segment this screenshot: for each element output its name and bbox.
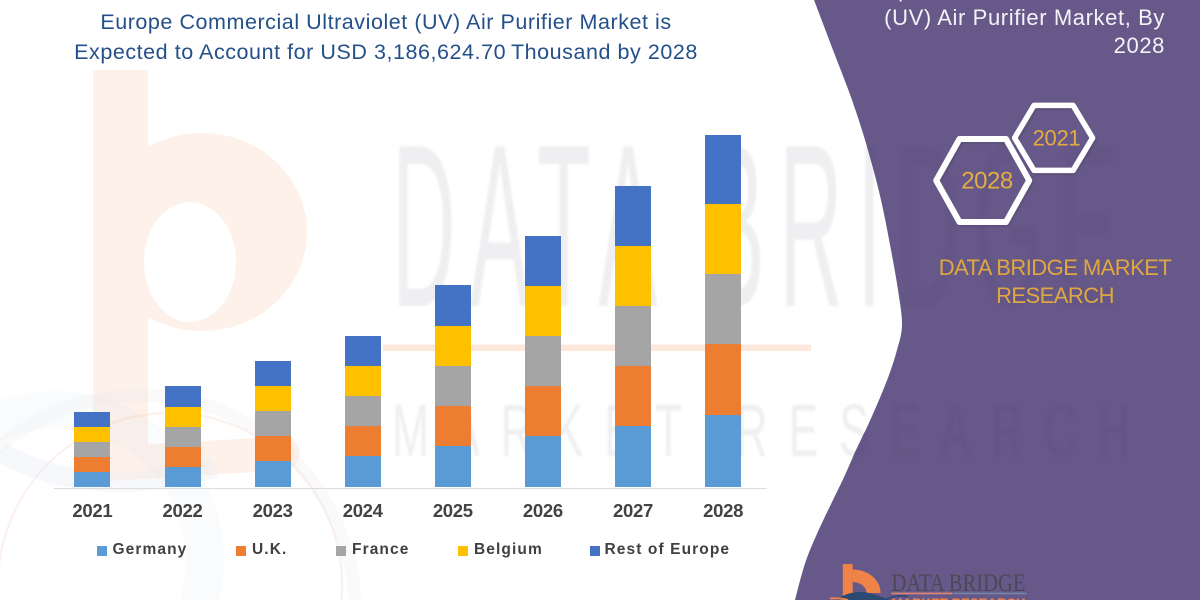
svg-text:DATA BRIDGE: DATA BRIDGE: [892, 570, 1026, 597]
svg-text:2028: 2028: [961, 168, 1013, 195]
svg-text:MARKET RESEARCH: MARKET RESEARCH: [892, 598, 1026, 600]
svg-text:2021: 2021: [1033, 126, 1081, 151]
